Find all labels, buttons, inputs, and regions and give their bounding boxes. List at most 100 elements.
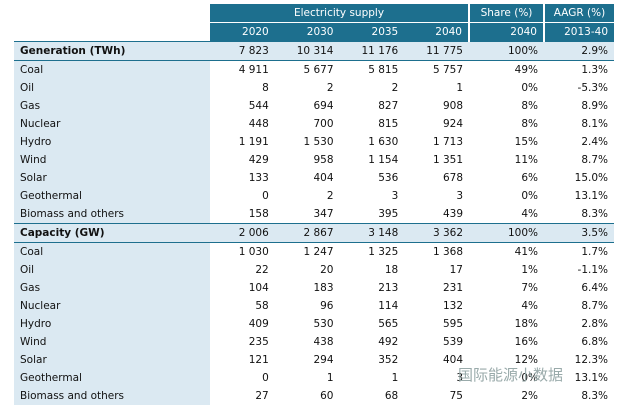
cell: 958 xyxy=(313,154,334,166)
cell: 11 176 xyxy=(339,41,405,61)
cell: 27 xyxy=(255,390,269,402)
cell: 4% xyxy=(521,208,538,220)
cell: 213 xyxy=(378,282,399,294)
cell: 439 xyxy=(442,208,463,220)
cell: 565 xyxy=(378,318,399,330)
row-label: Geothermal xyxy=(14,187,210,205)
data-row: Wind 235 438 492 539 16% 6.8% xyxy=(14,333,614,351)
row-label: Nuclear xyxy=(14,115,210,133)
cell: 3.5% xyxy=(544,223,614,243)
cell: 347 xyxy=(313,208,334,220)
cell: 13.1% xyxy=(574,190,608,202)
cell: 1 325 xyxy=(368,246,399,258)
cell: 235 xyxy=(248,336,269,348)
cell: 2 xyxy=(391,82,399,94)
cell: 0% xyxy=(521,190,538,202)
row-label: Oil xyxy=(14,261,210,279)
cell: 8.7% xyxy=(581,300,608,312)
energy-table: Electricity supply Share (%) AAGR (%) 20… xyxy=(14,4,614,405)
cell: 1 530 xyxy=(303,136,334,148)
column-header: 2013-40 xyxy=(543,22,614,42)
group-header: Electricity supply xyxy=(210,4,469,23)
cell: 700 xyxy=(313,118,334,130)
cell: 2 006 xyxy=(210,223,275,243)
cell: 133 xyxy=(248,172,269,184)
cell: 429 xyxy=(248,154,269,166)
row-label: Geothermal xyxy=(14,369,210,387)
row-label: Oil xyxy=(14,79,210,97)
cell: 5 677 xyxy=(303,64,334,76)
cell: 3 xyxy=(391,190,399,202)
cell: 2% xyxy=(521,390,538,402)
data-row: Coal 1 030 1 247 1 325 1 368 41% 1.7% xyxy=(14,242,614,261)
data-row: Biomass and others 27 60 68 75 2% 8.3% xyxy=(14,387,614,405)
data-row: Wind 429 958 1 154 1 351 11% 8.7% xyxy=(14,151,614,169)
data-row: Solar 133 404 536 678 6% 15.0% xyxy=(14,169,614,187)
cell: 0% xyxy=(521,372,538,384)
data-row: Solar 121 294 352 404 12% 12.3% xyxy=(14,351,614,369)
cell: 8.9% xyxy=(581,100,608,112)
cell: 2 xyxy=(326,82,334,94)
cell: 2 xyxy=(326,190,334,202)
cell: 1 351 xyxy=(432,154,463,166)
cell: 0 xyxy=(262,190,269,202)
section-row: Generation (TWh) 7 823 10 314 11 176 11 775 1… xyxy=(14,41,614,61)
row-label: Solar xyxy=(14,351,210,369)
blank-cell xyxy=(14,22,210,42)
cell: 8.7% xyxy=(581,154,608,166)
cell: 404 xyxy=(442,354,463,366)
data-row: Nuclear 58 96 114 132 4% 8.7% xyxy=(14,297,614,315)
cell: 8.3% xyxy=(581,390,608,402)
cell: 544 xyxy=(248,100,269,112)
cell: 1 713 xyxy=(432,136,463,148)
data-row: Geothermal 0 1 1 3 0% 13.1% xyxy=(14,369,614,387)
row-label: Nuclear xyxy=(14,297,210,315)
data-row: Coal 4 911 5 677 5 815 5 757 49% 1.3% xyxy=(14,60,614,79)
cell: 13.1% xyxy=(574,372,608,384)
share-header: Share (%) xyxy=(468,4,544,23)
cell: 924 xyxy=(442,118,463,130)
row-label: Wind xyxy=(14,333,210,351)
data-row: Gas 544 694 827 908 8% 8.9% xyxy=(14,97,614,115)
cell: 8 xyxy=(262,82,269,94)
row-label: Hydro xyxy=(14,315,210,333)
cell: 12% xyxy=(514,354,538,366)
cell: 2 867 xyxy=(274,223,340,243)
cell: 1 030 xyxy=(238,246,269,258)
cell: 114 xyxy=(378,300,399,312)
cell: 17 xyxy=(449,264,463,276)
cell: 75 xyxy=(449,390,463,402)
cell: 3 148 xyxy=(339,223,405,243)
cell: 815 xyxy=(378,118,399,130)
cell: 448 xyxy=(248,118,269,130)
data-row: Hydro 409 530 565 595 18% 2.8% xyxy=(14,315,614,333)
cell: 96 xyxy=(320,300,334,312)
cell: 404 xyxy=(313,172,334,184)
row-label: Gas xyxy=(14,97,210,115)
cell: 12.3% xyxy=(574,354,608,366)
cell: -5.3% xyxy=(577,82,608,94)
cell: 18% xyxy=(514,318,538,330)
section-label: Generation (TWh) xyxy=(14,41,210,61)
cell: 2.9% xyxy=(544,41,614,61)
cell: 5 757 xyxy=(432,64,463,76)
cell: 158 xyxy=(248,208,269,220)
cell: 1 247 xyxy=(303,246,334,258)
cell: 100% xyxy=(469,41,544,61)
cell: 18 xyxy=(384,264,399,276)
cell: 16% xyxy=(514,336,538,348)
cell: 20 xyxy=(320,264,334,276)
cell: 11 775 xyxy=(404,41,469,61)
cell: 22 xyxy=(255,264,269,276)
section-label: Capacity (GW) xyxy=(14,223,210,243)
cell: 3 xyxy=(456,372,463,384)
cell: 1% xyxy=(521,264,538,276)
cell: 3 xyxy=(456,190,463,202)
row-label: Gas xyxy=(14,279,210,297)
cell: 8.3% xyxy=(581,208,608,220)
cell: 15% xyxy=(514,136,538,148)
cell: 1 xyxy=(391,372,399,384)
row-label: Biomass and others xyxy=(14,205,210,224)
cell: 100% xyxy=(469,223,544,243)
cell: 1 368 xyxy=(432,246,463,258)
